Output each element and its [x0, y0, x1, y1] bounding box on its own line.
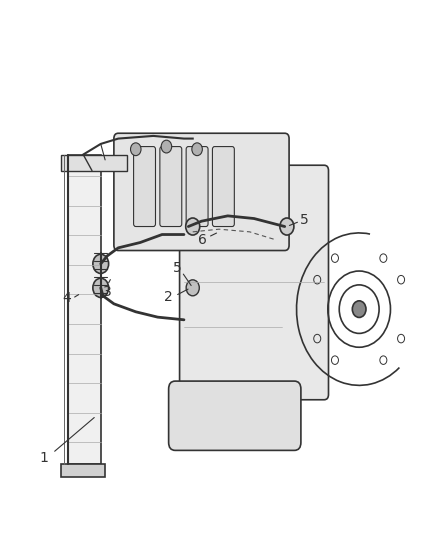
Text: 2: 2: [164, 290, 173, 304]
Circle shape: [192, 143, 202, 156]
Text: 5: 5: [300, 213, 309, 227]
Circle shape: [186, 218, 200, 235]
FancyBboxPatch shape: [169, 381, 301, 450]
FancyBboxPatch shape: [212, 147, 234, 227]
Text: 3: 3: [103, 285, 112, 298]
FancyBboxPatch shape: [134, 147, 155, 227]
Bar: [68, 155, 101, 464]
FancyBboxPatch shape: [160, 147, 182, 227]
Bar: [61, 155, 127, 171]
FancyBboxPatch shape: [180, 165, 328, 400]
Circle shape: [280, 218, 294, 235]
Circle shape: [131, 143, 141, 156]
FancyBboxPatch shape: [186, 147, 208, 227]
Bar: [61, 464, 105, 477]
Circle shape: [93, 278, 109, 297]
Circle shape: [352, 301, 366, 318]
FancyBboxPatch shape: [114, 133, 289, 251]
Circle shape: [161, 140, 172, 153]
Text: 5: 5: [173, 261, 182, 275]
Circle shape: [186, 280, 199, 296]
Text: 1: 1: [39, 451, 48, 465]
Text: 6: 6: [198, 233, 207, 247]
Text: 4: 4: [62, 292, 71, 305]
Circle shape: [93, 254, 109, 273]
